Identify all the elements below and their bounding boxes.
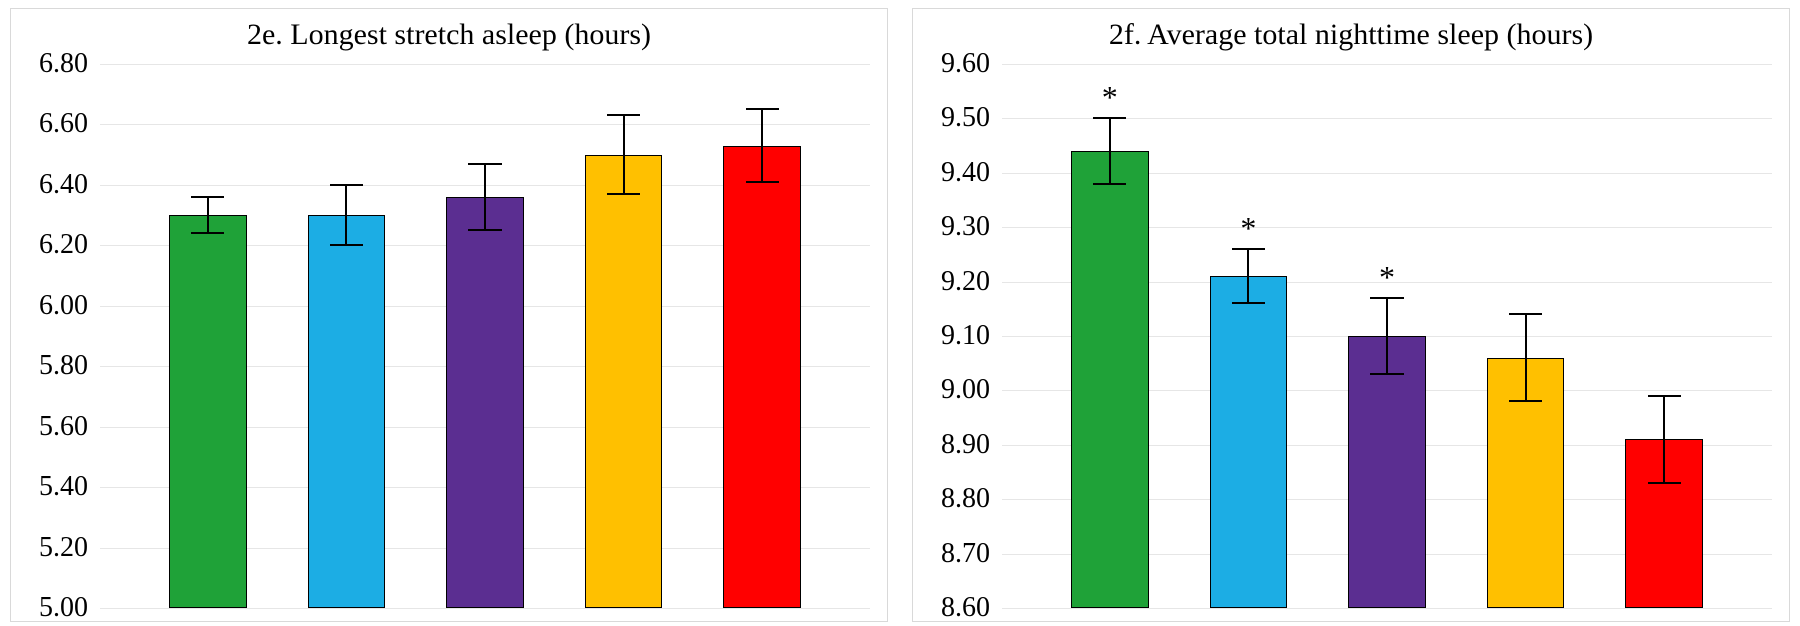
error-cap-bottom <box>330 244 363 246</box>
error-cap-bottom <box>1232 302 1265 304</box>
ytick-label: 5.60 <box>10 411 88 443</box>
ytick-label: 9.10 <box>912 320 990 352</box>
ytick-label: 6.00 <box>10 290 88 322</box>
ytick-label: 5.40 <box>10 471 88 503</box>
gridline <box>100 608 870 609</box>
significance-star: * <box>1240 210 1256 247</box>
error-cap-top <box>607 114 640 116</box>
bar-1 <box>169 215 247 608</box>
bar-2 <box>308 215 386 608</box>
bar-5 <box>723 146 801 608</box>
error-cap-bottom <box>1648 482 1681 484</box>
error-bar <box>1525 314 1527 401</box>
error-cap-top <box>468 163 501 165</box>
error-bar <box>623 115 625 194</box>
error-cap-top <box>746 108 779 110</box>
ytick-label: 8.90 <box>912 429 990 461</box>
ytick-label: 6.20 <box>10 229 88 261</box>
error-cap-top <box>1370 297 1403 299</box>
ytick-label: 9.60 <box>912 48 990 80</box>
bar-3 <box>446 197 524 608</box>
chart-panel-left: 2e. Longest stretch asleep (hours) 5.00 5.… <box>10 8 888 622</box>
error-cap-top <box>1232 248 1265 250</box>
ytick-label: 9.40 <box>912 157 990 189</box>
bar-4 <box>585 155 663 608</box>
ytick-label: 5.00 <box>10 592 88 624</box>
ytick-label: 5.80 <box>10 350 88 382</box>
error-cap-top <box>1509 313 1542 315</box>
error-cap-top <box>1648 395 1681 397</box>
gridline <box>1002 64 1772 65</box>
bar-2 <box>1210 276 1288 608</box>
error-bar <box>761 109 763 182</box>
error-cap-bottom <box>607 193 640 195</box>
plot-area <box>100 64 870 608</box>
error-cap-bottom <box>1093 183 1126 185</box>
ytick-label: 6.60 <box>10 108 88 140</box>
significance-star: * <box>1102 79 1118 116</box>
plot-area: * * * <box>1002 64 1772 608</box>
ytick-label: 9.30 <box>912 211 990 243</box>
significance-star: * <box>1379 259 1395 296</box>
error-cap-top <box>191 196 224 198</box>
bar-1 <box>1071 151 1149 608</box>
gridline <box>100 124 870 125</box>
ytick-label: 8.70 <box>912 538 990 570</box>
error-bar <box>1386 298 1388 374</box>
ytick-label: 6.40 <box>10 169 88 201</box>
ytick-label: 8.60 <box>912 592 990 624</box>
ytick-label: 5.20 <box>10 532 88 564</box>
error-cap-bottom <box>1370 373 1403 375</box>
error-cap-top <box>330 184 363 186</box>
ytick-label: 9.00 <box>912 374 990 406</box>
error-bar <box>207 197 209 233</box>
error-bar <box>484 164 486 230</box>
panel-title: 2f. Average total nighttime sleep (hours… <box>912 18 1790 52</box>
error-cap-bottom <box>191 232 224 234</box>
ytick-label: 8.80 <box>912 483 990 515</box>
bar-3 <box>1348 336 1426 608</box>
gridline <box>100 64 870 65</box>
ytick-label: 9.20 <box>912 266 990 298</box>
panel-title: 2e. Longest stretch asleep (hours) <box>10 18 888 52</box>
error-bar <box>1109 118 1111 183</box>
error-cap-bottom <box>1509 400 1542 402</box>
error-cap-bottom <box>468 229 501 231</box>
figure-row: 2e. Longest stretch asleep (hours) 5.00 5.… <box>0 0 1800 626</box>
gridline <box>1002 608 1772 609</box>
ytick-label: 6.80 <box>10 48 88 80</box>
chart-panel-right: 2f. Average total nighttime sleep (hours… <box>912 8 1790 622</box>
error-bar <box>345 185 347 245</box>
error-bar <box>1663 396 1665 483</box>
error-cap-top <box>1093 117 1126 119</box>
error-bar <box>1247 249 1249 303</box>
error-cap-bottom <box>746 181 779 183</box>
ytick-label: 9.50 <box>912 102 990 134</box>
